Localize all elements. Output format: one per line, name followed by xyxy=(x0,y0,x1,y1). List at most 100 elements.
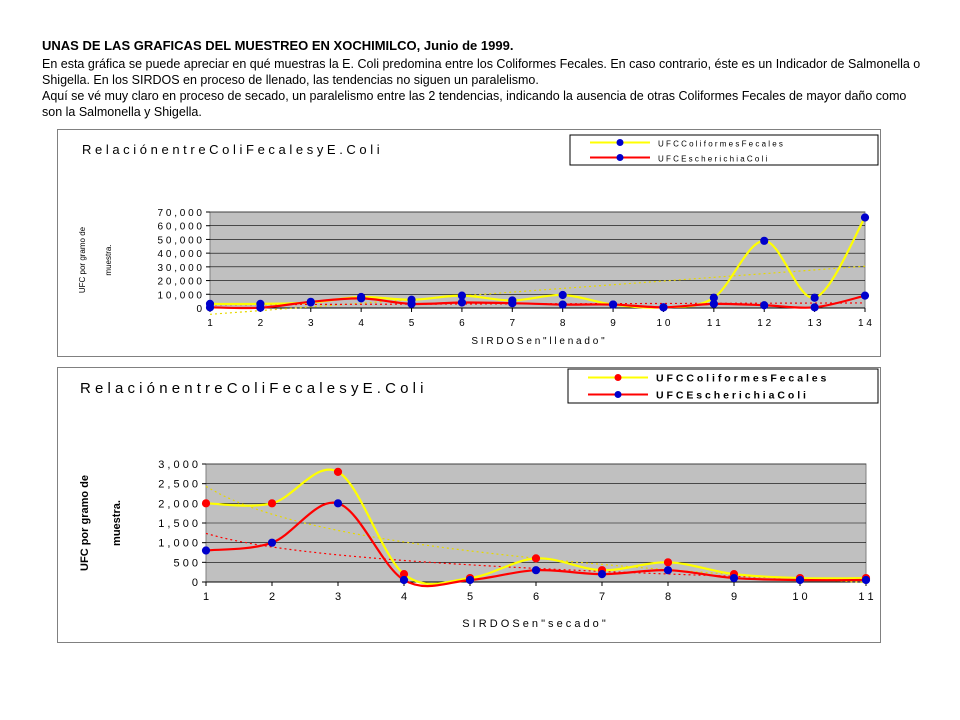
c2-xtick-label: 3 xyxy=(335,591,341,603)
c2-legend-marker xyxy=(614,391,622,398)
c2-xtick-label: 8 xyxy=(665,591,671,603)
c1-xtick-label: 5 xyxy=(409,318,415,329)
c2-point-s1-9 xyxy=(795,575,805,585)
c1-legend-marker xyxy=(616,139,624,146)
c1-ytick-label: 1 0 , 0 0 0 xyxy=(158,290,203,301)
c2-legend-label: U F C C o l i f o r m e s F e c a l e s xyxy=(656,373,827,385)
c1-point-s1-13 xyxy=(860,291,870,300)
c1-title: R e l a c i ó n e n t r e C o l i F e c … xyxy=(82,142,380,157)
c1-point-s1-0 xyxy=(205,303,215,312)
c2-point-s1-2 xyxy=(333,499,343,508)
chart-llenado-svg: R e l a c i ó n e n t r e C o l i F e c … xyxy=(78,134,879,347)
c1-ytick-label: 5 0 , 0 0 0 xyxy=(158,235,203,246)
c2-ytick-label: 1 , 5 0 0 xyxy=(158,518,198,530)
c1-point-s0-5 xyxy=(457,291,467,300)
c1-xtick-label: 1 0 xyxy=(657,318,671,329)
c1-xtick-label: 1 4 xyxy=(858,318,872,329)
c2-point-s1-7 xyxy=(663,566,673,575)
c2-xtick-label: 1 0 xyxy=(792,591,807,603)
c1-xlabel: S I R D O S e n " l l e n a d o " xyxy=(471,336,605,347)
c1-ylabel: UFC por gramo de xyxy=(78,226,87,293)
c1-point-s1-9 xyxy=(659,303,668,312)
c1-ylabel: muestra. xyxy=(104,244,113,275)
c1-point-s1-11 xyxy=(760,301,769,310)
c1-ytick-label: 7 0 , 0 0 0 xyxy=(158,208,203,219)
c1-point-s0-11 xyxy=(760,236,769,245)
c2-xtick-label: 5 xyxy=(467,591,473,603)
c2-ylabel: UFC por gramo de xyxy=(79,475,91,571)
c1-legend: U F C C o l i f o r m e s F e c a l e s U… xyxy=(569,134,879,166)
c1-point-s1-5 xyxy=(457,298,467,307)
c2-ytick-label: 3 , 0 0 0 xyxy=(158,459,198,471)
c1-xtick-label: 4 xyxy=(358,318,364,329)
c1-ytick-label: 0 xyxy=(196,304,202,315)
c1-xtick-label: 7 xyxy=(510,318,516,329)
c2-point-s1-1 xyxy=(267,538,277,547)
c2-point-s0-1 xyxy=(267,499,277,508)
c2-point-s0-0 xyxy=(201,499,211,508)
c2-ytick-label: 5 0 0 xyxy=(174,557,198,569)
c2-ytick-label: 2 , 0 0 0 xyxy=(158,498,198,510)
c1-point-s1-4 xyxy=(407,299,416,308)
c1-point-s1-3 xyxy=(357,294,366,303)
c1-xtick-label: 1 1 xyxy=(707,318,721,329)
description-paragraph-2: Aquí se vé muy claro en proceso de secad… xyxy=(42,89,907,119)
c1-point-s1-6 xyxy=(508,299,517,308)
c2-xtick-label: 9 xyxy=(731,591,737,603)
page-title: UNAS DE LAS GRAFICAS DEL MUESTREO EN XOC… xyxy=(42,38,514,53)
c2-ytick-label: 2 , 5 0 0 xyxy=(158,479,198,491)
c1-point-s0-12 xyxy=(810,293,819,302)
c1-xtick-label: 2 xyxy=(258,318,264,329)
c2-xtick-label: 7 xyxy=(599,591,605,603)
c2-ytick-label: 0 xyxy=(192,577,198,589)
c1-point-s1-8 xyxy=(608,300,618,309)
c1-plot-area xyxy=(209,211,866,309)
c2-point-s1-5 xyxy=(531,566,541,575)
c2-point-s1-6 xyxy=(597,570,607,579)
c2-point-s1-4 xyxy=(465,575,475,585)
c2-title: R e l a c i ó n e n t r e C o l i F e c … xyxy=(80,380,423,397)
c2-legend: U F C C o l i f o r m e s F e c a l e s U… xyxy=(567,368,879,404)
c2-point-s1-8 xyxy=(729,573,739,583)
c2-xlabel: S I R D O S e n " s e c a d o " xyxy=(462,618,606,630)
c2-point-s0-2 xyxy=(333,467,343,476)
c1-point-s0-13 xyxy=(860,213,870,222)
c2-series-line-0 xyxy=(205,468,867,586)
c1-point-s1-2 xyxy=(306,297,315,306)
c1-trendline-1 xyxy=(209,302,866,306)
c2-xtick-label: 2 xyxy=(269,591,275,603)
c1-legend-label: U F C C o l i f o r m e s F e c a l e s xyxy=(658,140,783,149)
chart-llenado: R e l a c i ó n e n t r e C o l i F e c … xyxy=(57,129,881,357)
c2-trendline-1 xyxy=(205,532,867,581)
c1-point-s0-7 xyxy=(558,290,567,300)
c2-point-s1-10 xyxy=(861,575,871,585)
c1-point-s1-10 xyxy=(709,299,718,308)
c1-xtick-label: 1 3 xyxy=(808,318,822,329)
c1-xtick-label: 6 xyxy=(459,318,465,329)
c2-point-s0-7 xyxy=(663,558,673,567)
c1-xtick-label: 3 xyxy=(308,318,314,329)
c1-ytick-label: 6 0 , 0 0 0 xyxy=(158,222,203,233)
c2-xtick-label: 6 xyxy=(533,591,539,603)
c2-xtick-label: 1 xyxy=(203,591,209,603)
c2-legend-marker xyxy=(614,374,622,381)
c1-xtick-label: 1 xyxy=(207,318,213,329)
c2-xtick-label: 4 xyxy=(401,591,407,603)
c1-xtick-label: 8 xyxy=(560,318,566,329)
c2-point-s0-5 xyxy=(531,554,541,563)
c1-ytick-label: 2 0 , 0 0 0 xyxy=(158,277,203,288)
c2-legend-label: U F C E s c h e r i c h i a C o l i xyxy=(656,390,806,402)
chart-secado: R e l a c i ó n e n t r e C o l i F e c … xyxy=(57,367,881,643)
c1-legend-marker xyxy=(616,154,624,161)
c1-series-line-1 xyxy=(209,294,866,310)
c2-ylabel: muestra. xyxy=(111,500,123,546)
c1-xtick-label: 1 2 xyxy=(757,318,771,329)
c1-point-s1-12 xyxy=(810,303,819,312)
c2-point-s1-3 xyxy=(399,575,409,585)
c1-point-s1-1 xyxy=(256,303,265,312)
c2-xtick-label: 1 1 xyxy=(858,591,873,603)
c1-legend-label: U F C E s c h e r i c h i a C o l i xyxy=(658,155,768,164)
c1-xtick-label: 9 xyxy=(610,318,616,329)
c1-point-s1-7 xyxy=(558,300,567,309)
c1-ytick-label: 3 0 , 0 0 0 xyxy=(158,263,203,274)
